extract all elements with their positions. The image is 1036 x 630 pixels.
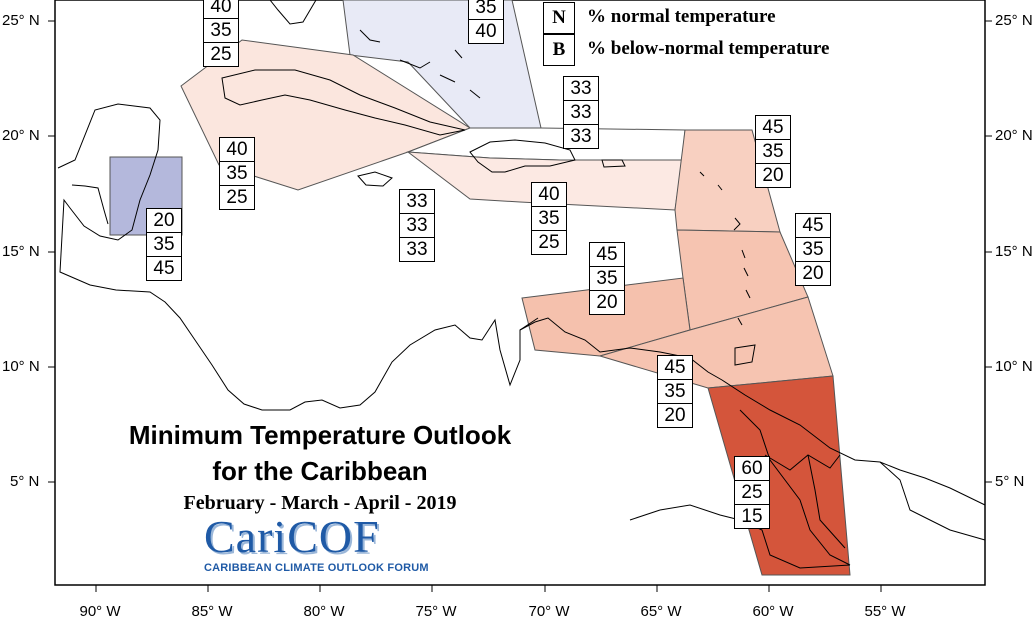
prob-box-bahamas-north: 40 35 25 bbox=[203, 0, 239, 67]
prob-above: 40 bbox=[538, 184, 560, 205]
prob-below: 20 bbox=[796, 261, 830, 285]
prob-above: 45 bbox=[802, 215, 824, 236]
prob-above: 40 bbox=[210, 0, 232, 17]
prob-box-leeward-north: 45 35 20 bbox=[755, 115, 791, 188]
lon-label-60: 60° W bbox=[752, 603, 794, 620]
prob-above: 40 bbox=[226, 139, 248, 160]
prob-below: 25 bbox=[532, 230, 566, 254]
legend-key-below: B bbox=[543, 34, 575, 66]
prob-box-abc-islands: 45 35 20 bbox=[589, 242, 625, 315]
map-period: February - March - April - 2019 bbox=[183, 492, 457, 514]
prob-box-cuba: 40 35 25 bbox=[219, 137, 255, 210]
prob-above: 45 bbox=[664, 357, 686, 378]
prob-above: 33 bbox=[406, 191, 428, 212]
prob-normal: 35 bbox=[220, 161, 254, 185]
lon-label-65: 65° W bbox=[640, 603, 682, 620]
lat-label-10-left: 10° N bbox=[2, 358, 40, 375]
caricof-logo: CariCOF CARIBBEAN CLIMATE OUTLOOK FORUM bbox=[204, 511, 432, 575]
map-title-line2: for the Caribbean bbox=[212, 456, 428, 486]
prob-above: 45 bbox=[762, 117, 784, 138]
prob-normal: 35 bbox=[204, 18, 238, 42]
lat-label-5-right: 5° N bbox=[995, 473, 1025, 490]
lat-label-5-left: 5° N bbox=[10, 473, 40, 490]
prob-box-trinidad-windward: 45 35 20 bbox=[657, 355, 693, 428]
prob-box-leeward-south: 45 35 20 bbox=[795, 213, 831, 286]
prob-below: 25 bbox=[220, 185, 254, 209]
lat-label-15-left: 15° N bbox=[2, 243, 40, 260]
prob-normal: 35 bbox=[796, 237, 830, 261]
legend-row-below: B % below-normal temperature bbox=[543, 34, 863, 68]
map-title-line1: Minimum Temperature Outlook bbox=[128, 420, 512, 450]
prob-below: 45 bbox=[147, 256, 181, 280]
coastlines bbox=[57, 0, 986, 569]
prob-below: 40 bbox=[469, 19, 503, 43]
prob-normal: 33 bbox=[400, 213, 434, 237]
prob-above: 20 bbox=[153, 210, 175, 231]
lon-label-80: 80° W bbox=[303, 603, 345, 620]
prob-box-bahamas-southeast: 25 35 40 bbox=[468, 0, 504, 44]
prob-normal: 35 bbox=[590, 266, 624, 290]
legend-key-normal: N bbox=[543, 2, 575, 34]
prob-below: 33 bbox=[564, 124, 598, 148]
axis-ticks bbox=[48, 20, 992, 592]
lat-label-20-left: 20° N bbox=[2, 127, 40, 144]
prob-box-turks-caicos: 33 33 33 bbox=[563, 76, 599, 149]
prob-box-jamaica: 33 33 33 bbox=[399, 189, 435, 262]
prob-above: 33 bbox=[570, 78, 592, 99]
prob-above: 60 bbox=[741, 458, 763, 479]
caricof-logo-subtext: CARIBBEAN CLIMATE OUTLOOK FORUM bbox=[204, 562, 429, 574]
legend-text-below: % below-normal temperature bbox=[587, 38, 830, 59]
lat-label-10-right: 10° N bbox=[995, 358, 1033, 375]
prob-normal: 33 bbox=[564, 100, 598, 124]
prob-below: 20 bbox=[590, 290, 624, 314]
prob-below: 15 bbox=[735, 504, 769, 528]
prob-normal: 35 bbox=[469, 0, 503, 19]
prob-box-guianas: 60 25 15 bbox=[734, 456, 770, 529]
prob-below: 33 bbox=[400, 237, 434, 261]
prob-normal: 35 bbox=[532, 206, 566, 230]
lon-label-90: 90° W bbox=[79, 603, 121, 620]
lat-label-25-left: 25° N bbox=[2, 12, 40, 29]
lat-label-15-right: 15° N bbox=[995, 243, 1033, 260]
prob-normal: 25 bbox=[735, 480, 769, 504]
legend-text-normal: % normal temperature bbox=[587, 6, 776, 27]
prob-below: 20 bbox=[756, 163, 790, 187]
prob-box-hispaniola: 40 35 25 bbox=[531, 182, 567, 255]
prob-normal: 35 bbox=[147, 232, 181, 256]
legend-row-normal: N % normal temperature bbox=[543, 2, 863, 36]
prob-box-belize: 20 35 45 bbox=[146, 208, 182, 281]
lat-label-20-right: 20° N bbox=[995, 127, 1033, 144]
prob-below: 20 bbox=[658, 403, 692, 427]
lon-label-75: 75° W bbox=[415, 603, 457, 620]
prob-below: 25 bbox=[204, 42, 238, 66]
lon-label-55: 55° W bbox=[864, 603, 906, 620]
lon-label-70: 70° W bbox=[528, 603, 570, 620]
prob-normal: 35 bbox=[658, 379, 692, 403]
prob-normal: 35 bbox=[756, 139, 790, 163]
lat-label-25-right: 25° N bbox=[995, 12, 1033, 29]
prob-above: 45 bbox=[596, 244, 618, 265]
lon-label-85: 85° W bbox=[191, 603, 233, 620]
caricof-logo-wordmark: CariCOF bbox=[204, 511, 380, 562]
